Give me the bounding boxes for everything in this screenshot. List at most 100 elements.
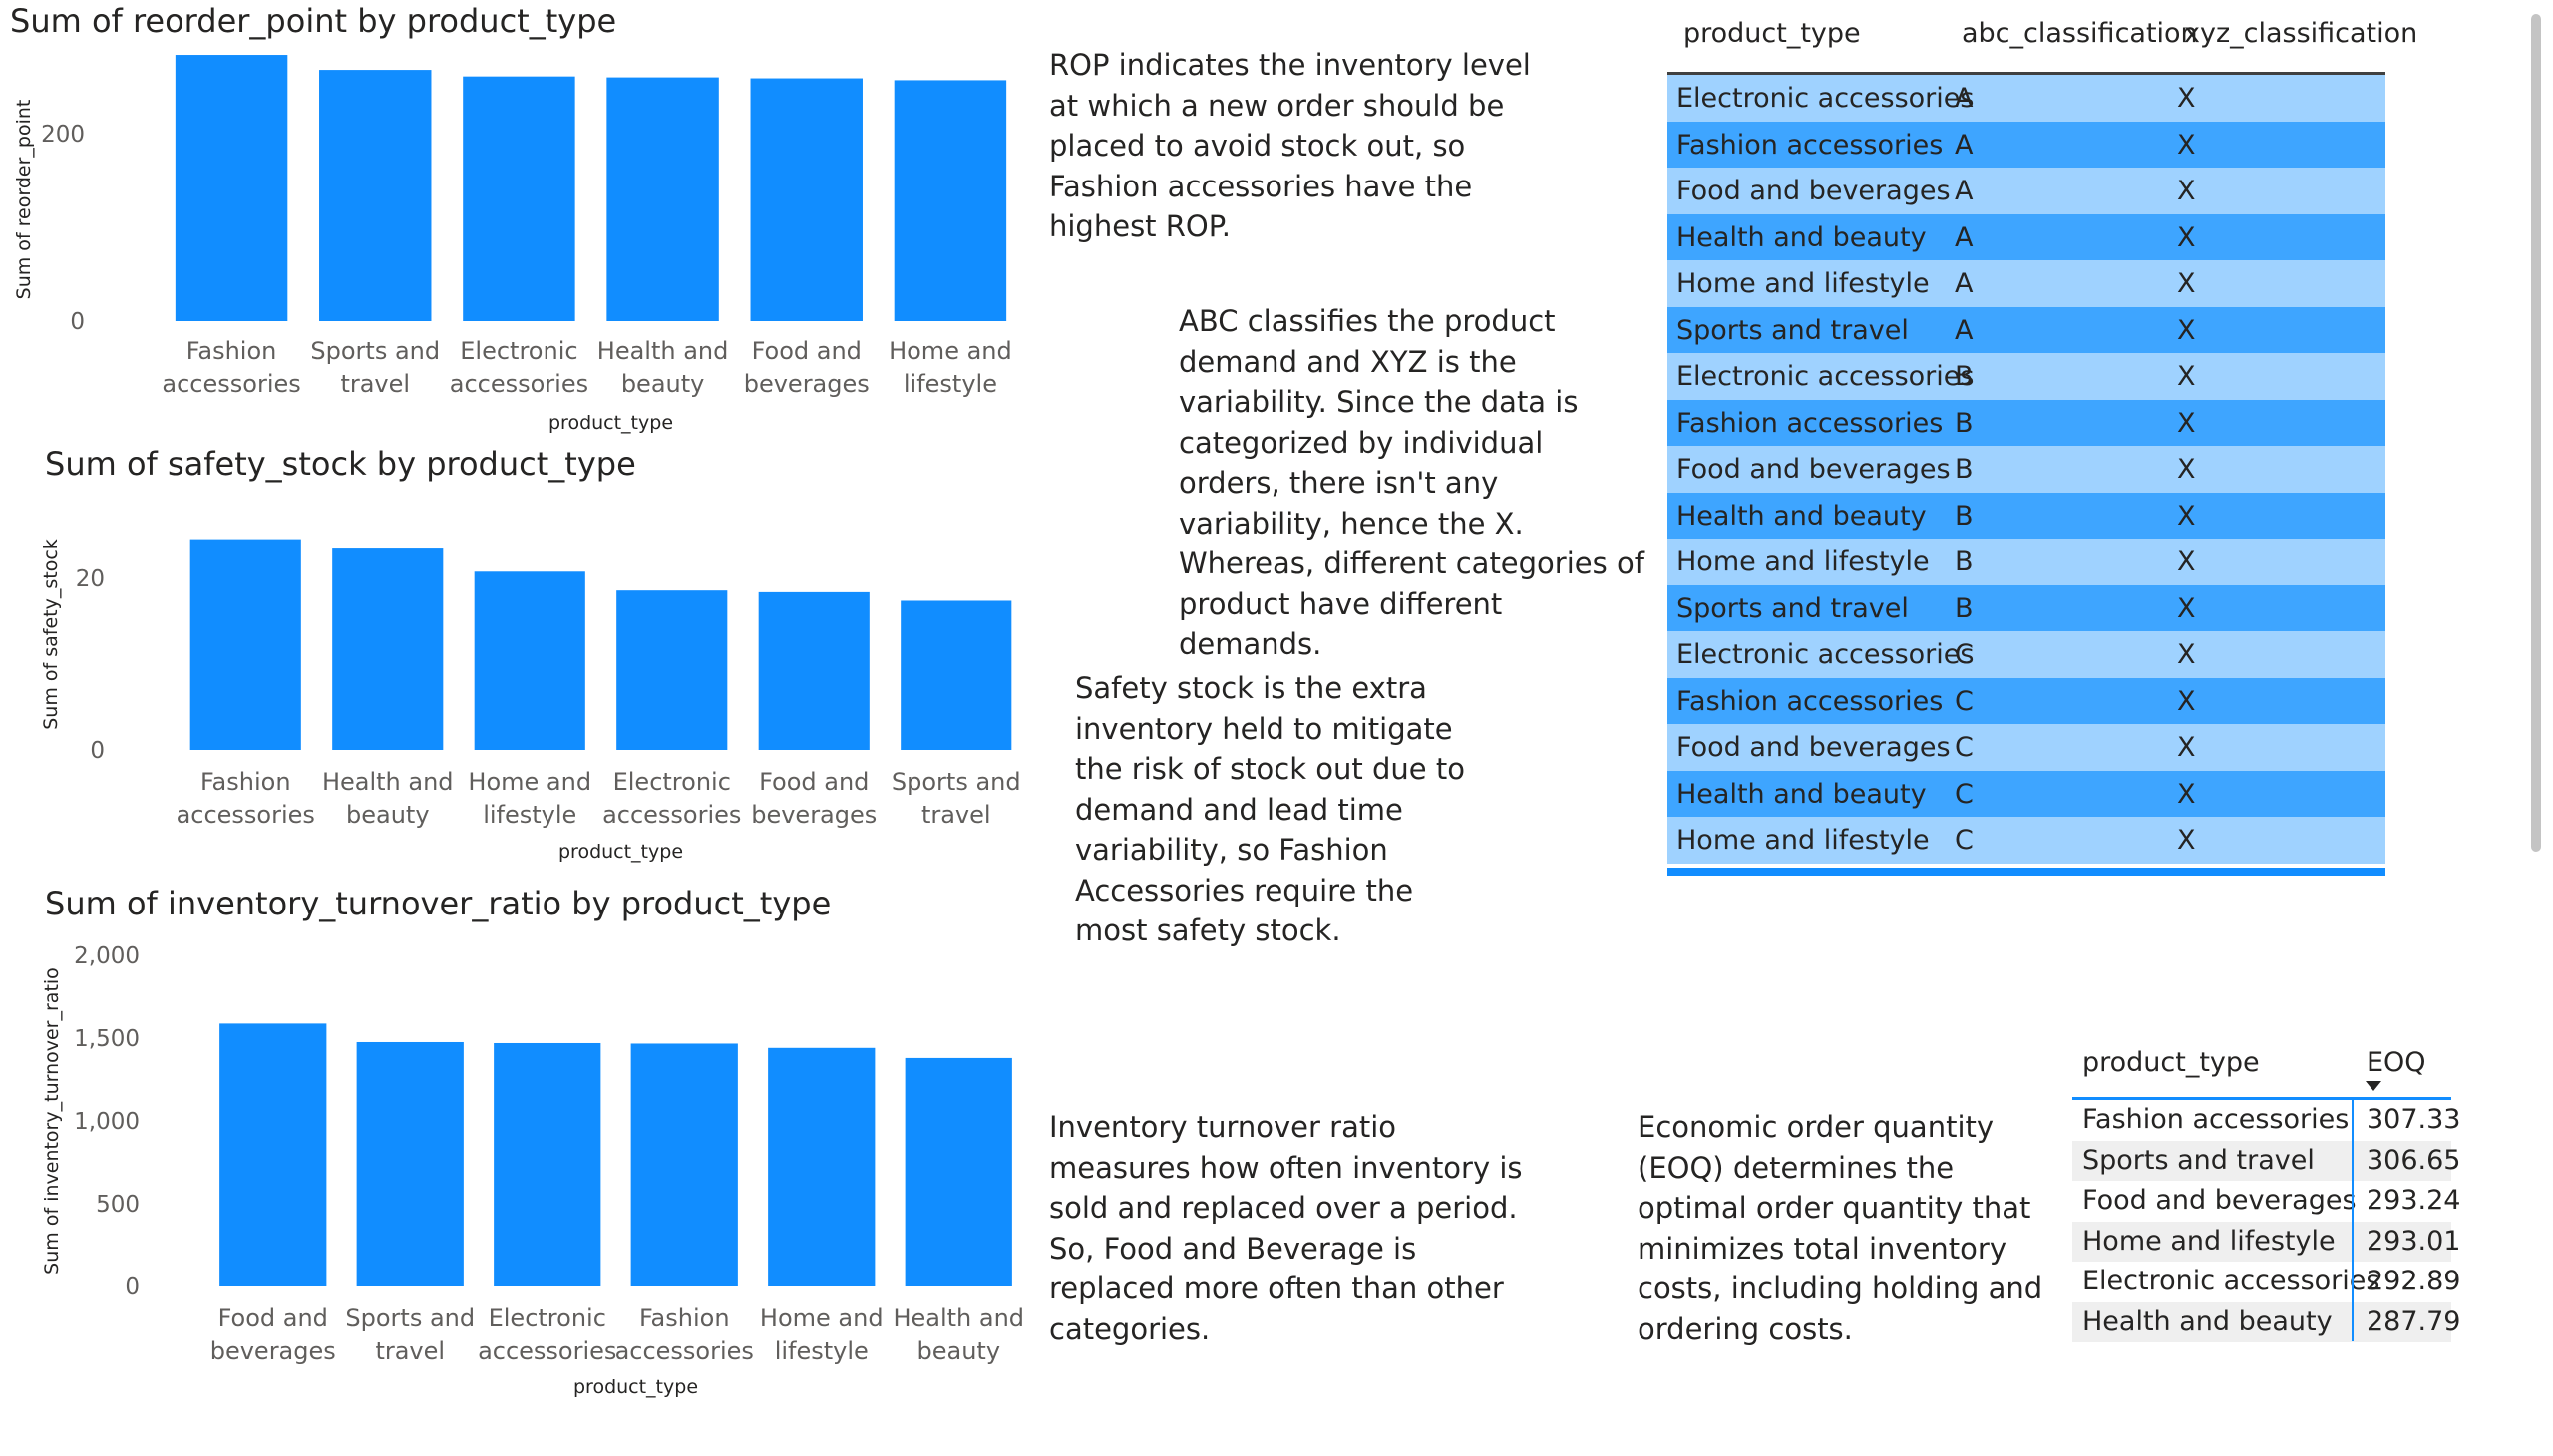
column-header-product-type[interactable]: product_type [2082, 1047, 2260, 1078]
chart-title-inventory-turnover: Sum of inventory_turnover_ratio by produ… [45, 885, 832, 922]
chart-reorder-point[interactable]: Fashion accessories Sports and travel Electr… [0, 0, 1027, 439]
table-row[interactable]: Health and beauty A X [1667, 213, 2385, 260]
bar[interactable] [901, 600, 1012, 750]
table-row[interactable]: Home and lifestyle A X [1667, 260, 2385, 307]
table-body[interactable]: Electronic accessories A X Fashion accessor… [1667, 75, 2385, 876]
table-row[interactable]: Sports and travel B X [1667, 584, 2385, 631]
chart-inventory-turnover[interactable]: Food and beverages Sports and travel Electro… [0, 0, 1027, 1406]
column-header-eoq[interactable]: EOQ [2367, 1047, 2426, 1078]
table-cell: Health and beauty [2082, 1305, 2333, 1337]
bar[interactable] [189, 539, 301, 750]
table-row[interactable]: Health and beauty C X [1667, 770, 2385, 817]
table-cell: Food and beverages [1676, 176, 1951, 206]
table-row[interactable]: Health and beauty 287.79 [2072, 1301, 2460, 1342]
table-header: product_type EOQ [2072, 1027, 2451, 1100]
safety-stock-narrative: Safety stock is the extra inventory held… [1075, 671, 1465, 947]
y-axis-title: Sum of inventory_turnover_ratio [41, 967, 63, 1274]
abc-narrative: ABC classifies the product demand and XY… [1179, 304, 1644, 661]
bar[interactable] [758, 591, 870, 750]
table-row[interactable]: Home and lifestyle B X [1667, 539, 2385, 585]
table-cell: A [1955, 314, 1974, 346]
table-cell: X [2177, 361, 2196, 392]
table-row[interactable]: Food and beverages A X [1667, 168, 2385, 214]
eoq-table[interactable]: product_type EOQ Fashion accessories 307.… [2072, 1027, 2460, 1342]
bar[interactable] [356, 1041, 464, 1286]
table-cell: A [1955, 129, 1974, 161]
bar[interactable] [894, 80, 1007, 321]
table-cell: Fashion accessories [1676, 407, 1944, 439]
table-row[interactable]: Food and beverages B X [1667, 446, 2385, 493]
x-tick-label: Fashion accessories [177, 768, 315, 829]
table-row[interactable]: Food and beverages C X [1667, 724, 2385, 771]
table-row[interactable]: Sports and travel 306.65 [2072, 1140, 2460, 1181]
table-row[interactable]: Fashion accessories 307.33 [2072, 1100, 2460, 1141]
table-cell: X [2177, 500, 2196, 532]
bar[interactable] [494, 1042, 601, 1286]
table-row[interactable]: Electronic accessories B X [1667, 353, 2385, 400]
table-cell: 306.65 [2367, 1144, 2461, 1176]
x-tick-label: Electronic accessories [450, 337, 588, 398]
table-row[interactable]: Electronic accessories C X [1667, 631, 2385, 678]
table-row[interactable]: Home and lifestyle 293.01 [2072, 1221, 2460, 1262]
table-row[interactable]: Sports and travel A X [1667, 306, 2385, 353]
table-row[interactable]: Home and lifestyle C X [1667, 817, 2385, 864]
table-row[interactable]: Fashion accessories C X [1667, 677, 2385, 724]
bar[interactable] [750, 78, 863, 321]
table-cell: Fashion accessories [1676, 685, 1944, 717]
column-header-abc[interactable]: abc_classification [1962, 18, 2198, 49]
bar[interactable] [630, 1043, 738, 1286]
table-cell: Sports and travel [1676, 314, 1909, 346]
scrollbar-thumb[interactable] [2531, 14, 2541, 852]
bar[interactable] [905, 1057, 1012, 1286]
table-cell: Home and lifestyle [1676, 546, 1930, 577]
column-header-product-type[interactable]: product_type [1683, 18, 1861, 49]
table-cell: X [2177, 129, 2196, 161]
table-cell: 292.89 [2367, 1266, 2461, 1296]
table-cell: X [2177, 778, 2196, 810]
table-cell: 287.79 [2367, 1305, 2461, 1337]
bar[interactable] [474, 571, 585, 750]
y-tick-label: 500 [96, 1192, 140, 1218]
table-cell: X [2177, 268, 2196, 299]
table-cell: X [2177, 314, 2196, 346]
table-body: Fashion accessories 307.33 Sports and trav… [2072, 1100, 2460, 1342]
x-tick-label: Food and beverages [210, 1304, 336, 1365]
x-tick-label: Sports and travel [892, 768, 1021, 829]
table-row[interactable]: Electronic accessories 292.89 [2072, 1262, 2460, 1302]
sort-descending-icon[interactable] [2366, 1081, 2381, 1091]
abc-xyz-table[interactable]: product_type abc_classification xyz_clas… [1667, 10, 2417, 876]
table-row[interactable]: Fashion accessories A X [1667, 121, 2385, 168]
bar[interactable] [606, 77, 719, 321]
table-cell: B [1955, 407, 1974, 439]
bar[interactable] [175, 55, 288, 321]
table-cell: X [2177, 454, 2196, 485]
table-cell: A [1955, 83, 1974, 114]
chart-safety-stock[interactable]: Fashion accessories Health and beauty Home a… [0, 0, 1027, 878]
bar[interactable] [219, 1023, 327, 1286]
x-tick-label: Home and lifestyle [889, 337, 1012, 398]
table-cell: Electronic accessories [1676, 361, 1975, 392]
table-row[interactable]: Electronic accessories A X [1667, 75, 2385, 122]
table-cell: X [2177, 83, 2196, 114]
x-tick-label: Electronic accessories [478, 1304, 616, 1365]
table-cell: B [1955, 454, 1974, 485]
table-cell: A [1955, 268, 1974, 299]
table-row[interactable]: Fashion accessories B X [1667, 399, 2385, 446]
bar[interactable] [319, 70, 432, 321]
table-cell: C [1955, 639, 1974, 670]
table-cell: Electronic accessories [1676, 83, 1975, 114]
y-tick-label: 2,000 [74, 943, 140, 969]
bar[interactable] [332, 548, 444, 750]
column-divider [2352, 1099, 2354, 1341]
bar[interactable] [463, 76, 575, 321]
bar[interactable] [768, 1047, 876, 1286]
table-cell: Sports and travel [2082, 1144, 2315, 1176]
table-row[interactable]: Health and beauty B X [1667, 492, 2385, 539]
column-header-xyz[interactable]: xyz_classification [2184, 18, 2418, 49]
table-row[interactable]: Food and beverages 293.24 [2072, 1181, 2460, 1222]
table-cell: Food and beverages [1676, 732, 1951, 763]
table-cell: C [1955, 732, 1974, 763]
bar[interactable] [616, 590, 728, 750]
